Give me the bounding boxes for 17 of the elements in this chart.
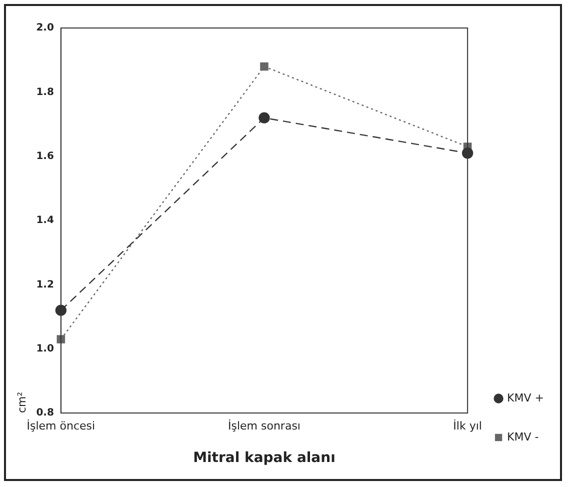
- y-tick-label: 1.8: [36, 86, 54, 98]
- point: [260, 62, 268, 71]
- y-tick-label: 2.0: [36, 22, 54, 34]
- point: [258, 112, 270, 124]
- y-tick-label: 1.0: [36, 343, 54, 354]
- x-tick-label: İlk yıl: [453, 418, 482, 432]
- legend-label: KMV +: [507, 391, 544, 404]
- y-axis-title: cm²: [15, 392, 28, 413]
- y-tick-label: 0.8: [36, 408, 54, 419]
- x-axis-title: Mitral kapak alanı: [193, 450, 336, 466]
- x-tick-label: İşlem sonrası: [228, 418, 300, 432]
- y-tick-label: 1.2: [36, 279, 54, 290]
- point: [55, 304, 67, 316]
- y-tick-label: 1.4: [36, 215, 54, 226]
- legend-label: KMV -: [507, 430, 539, 444]
- y-tick-label: 1.6: [36, 150, 54, 162]
- x-tick-label: İşlem öncesi: [26, 418, 96, 432]
